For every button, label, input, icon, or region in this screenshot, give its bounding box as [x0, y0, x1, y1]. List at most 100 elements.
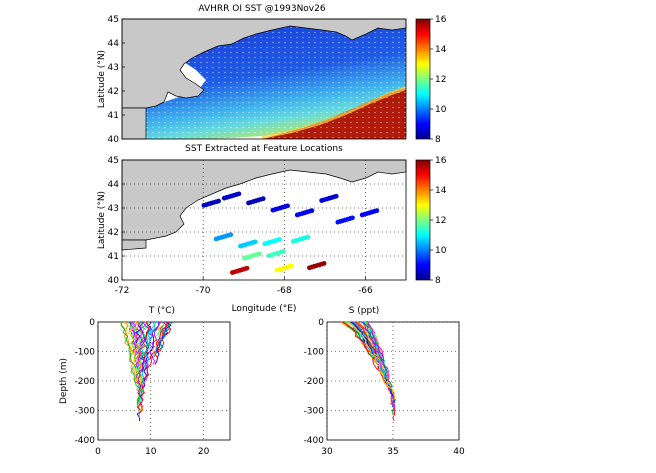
points-title: SST Extracted at Feature Locations: [185, 144, 343, 154]
temp-y-ticks: 0 -100 -200 -300 -400: [75, 318, 96, 446]
sst-point: [236, 191, 242, 197]
profile-line: [135, 321, 142, 344]
lat-tick-label: 42: [108, 87, 119, 97]
colorbar-tick-label: 16: [435, 156, 447, 166]
colorbar-tick-label: 8: [435, 135, 441, 145]
profile-line: [137, 321, 146, 401]
land-north-2: [121, 159, 407, 241]
colorbar-mid: [415, 159, 431, 281]
sst-point: [374, 208, 380, 214]
depth-tick-label: -100: [304, 348, 325, 358]
depth-tick-label: 0: [89, 318, 95, 328]
panel-salinity: S (ppt) 0 -100 -200 -300 -400 30 35 40: [304, 306, 465, 457]
map-ylabel: Latitude (°N): [97, 50, 107, 108]
sst-points: [201, 191, 380, 275]
colorbar-tick-label: 8: [435, 276, 441, 286]
x-tick-label: 0: [95, 447, 101, 457]
x-tick-label: 20: [198, 447, 210, 457]
x-tick-label: 40: [453, 447, 465, 457]
sst-point: [277, 237, 282, 242]
lat-tick-label: 41: [108, 252, 119, 262]
sal-profiles: [341, 321, 396, 422]
x-tick-label: 35: [387, 447, 398, 457]
depth-tick-label: -400: [304, 436, 325, 446]
profile-line: [137, 321, 146, 404]
profile-line: [147, 321, 154, 347]
lat-tick-label: 43: [108, 63, 119, 73]
colorbar-tick-label: 10: [435, 246, 447, 256]
depth-tick-label: -300: [75, 407, 96, 417]
points-xlabel: Longitude (°E): [232, 304, 297, 314]
map-title: AVHRR OI SST @1993Nov26: [198, 4, 325, 14]
lon-tick-label: -70: [196, 286, 211, 296]
map-y-ticks: 45 44 43 42 41 40: [108, 15, 125, 145]
x-tick-label: 10: [145, 447, 157, 457]
map-frame: [121, 18, 407, 140]
profile-line: [361, 321, 386, 372]
panel-sst-points: SST Extracted at Feature Locations 45444…: [97, 144, 447, 314]
profile-line: [142, 321, 162, 386]
sst-point: [350, 215, 355, 221]
sal-y-ticks: 0 -100 -200 -300 -400: [304, 318, 325, 446]
colorbar-tick-label: 12: [435, 216, 446, 226]
sst-point: [289, 263, 294, 269]
sst-point: [252, 239, 258, 245]
sst-point: [260, 196, 266, 202]
sst-point: [321, 261, 327, 266]
profile-line: [136, 321, 169, 411]
temp-x-ticks: 0 10 20: [95, 447, 209, 457]
colorbar-tick-label: 14: [435, 45, 447, 55]
sst-point: [228, 232, 234, 238]
points-y-ticks: 45 44 43 42 41 40: [108, 156, 125, 286]
profile-line: [355, 321, 376, 351]
sal-title: S (ppt): [349, 306, 380, 316]
colorbar-top-ticks: 16 14 12 10 8: [430, 15, 447, 145]
sst-point: [285, 203, 290, 209]
sal-x-ticks: 30 35 40: [321, 447, 465, 457]
points-ylabel: Latitude (°N): [97, 191, 107, 249]
colorbar-top: [415, 18, 431, 140]
lat-tick-label: 44: [108, 39, 120, 49]
profile-line: [130, 321, 139, 369]
sst-point: [216, 198, 221, 204]
lat-tick-label: 44: [108, 180, 120, 190]
sal-frame: [326, 321, 460, 441]
temp-frame: [97, 321, 231, 441]
lat-tick-label: 40: [108, 276, 120, 286]
sst-point: [305, 234, 311, 240]
colorbar-tick-label: 12: [435, 75, 446, 85]
profile-line: [350, 321, 377, 358]
sst-point: [256, 251, 262, 257]
profile-line: [125, 321, 140, 383]
depth-tick-label: -200: [75, 377, 96, 387]
x-tick-label: 30: [321, 447, 333, 457]
depth-tick-label: -300: [304, 407, 325, 417]
temp-title: T (°C): [148, 306, 175, 316]
depth-tick-label: -400: [75, 436, 96, 446]
sst-point: [244, 265, 250, 271]
lat-tick-label: 43: [108, 204, 119, 214]
land-south-2: [121, 239, 147, 251]
profile-line: [124, 321, 132, 362]
points-grid: [122, 160, 406, 280]
colorbar-tick-label: 14: [435, 186, 447, 196]
profile-line: [144, 321, 157, 369]
panel-sst-map: AVHRR OI SST @1993Nov26 45 44 43 42 41 40 Lat…: [97, 4, 447, 145]
profile-line: [136, 321, 160, 422]
depth-tick-label: -100: [75, 348, 96, 358]
sst-point: [333, 193, 339, 199]
land-south: [121, 107, 147, 140]
lat-tick-label: 42: [108, 228, 119, 238]
points-frame: [121, 159, 407, 281]
profile-line: [148, 321, 164, 358]
profile-line: [364, 321, 386, 362]
temp-profiles: [120, 321, 174, 422]
land-north: [121, 18, 407, 109]
lat-tick-label: 40: [108, 135, 120, 145]
colorbar-tick-label: 10: [435, 105, 447, 115]
lat-tick-label: 45: [108, 15, 119, 25]
colorbar-mid-ticks: 16 14 12 10 8: [430, 156, 447, 286]
sst-point: [309, 208, 315, 214]
profile-line: [367, 321, 384, 361]
